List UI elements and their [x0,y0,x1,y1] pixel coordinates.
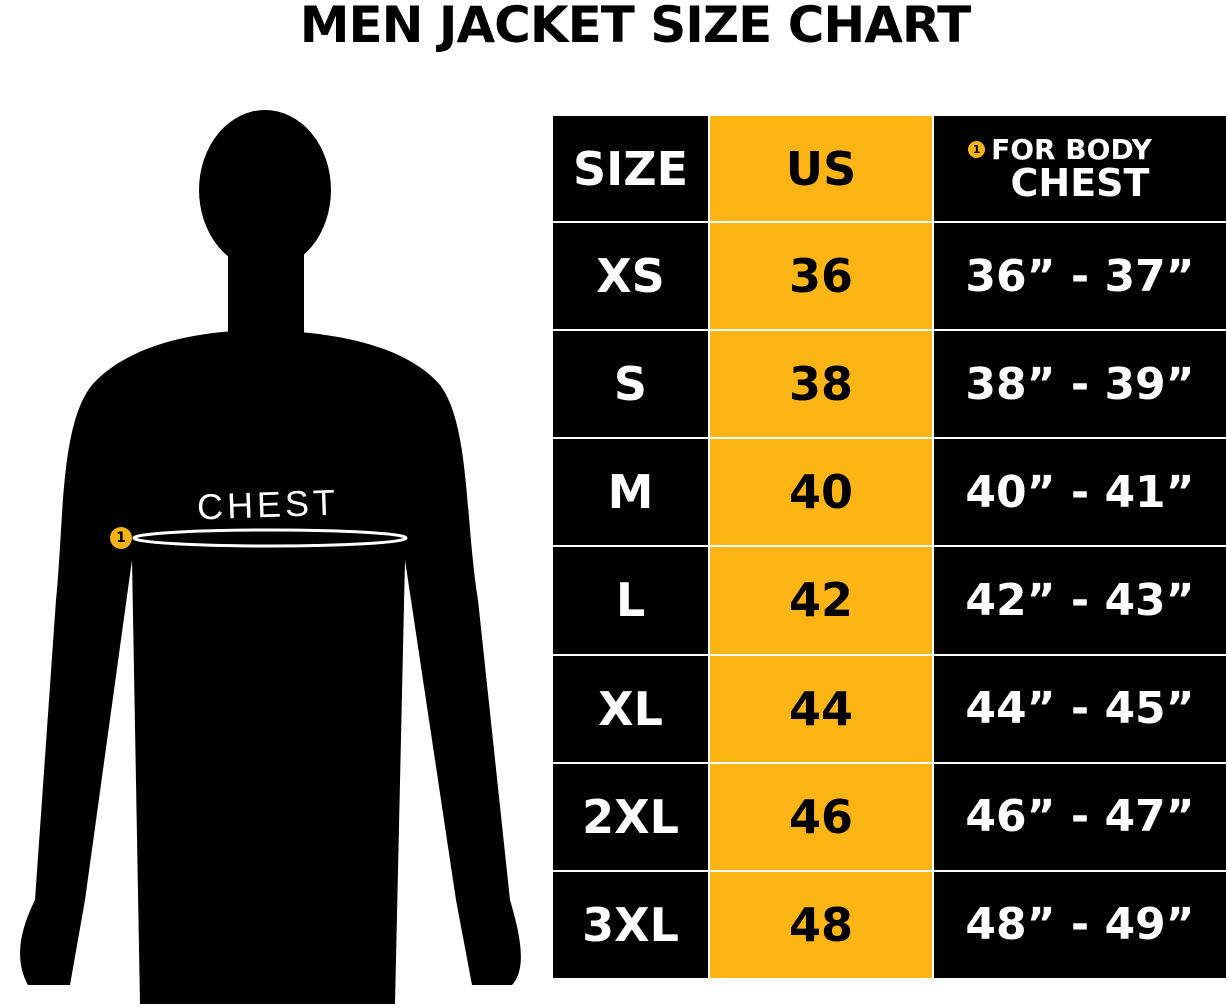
header-chest: 1 FOR BODY CHEST [934,116,1226,221]
cell-chest: 36” - 37” [934,223,1226,330]
cell-chest: 48” - 49” [934,871,1226,978]
page-title: MEN JACKET SIZE CHART [299,0,972,54]
cell-us: 42 [710,547,932,654]
chest-marker-badge: 1 [110,527,132,549]
cell-size: S [553,331,708,438]
cell-size: XL [553,655,708,762]
chest-marker-badge: 1 [968,141,986,158]
cell-size: 2XL [553,763,708,870]
header-size: SIZE [553,116,708,221]
body-silhouette: CHEST 1 [0,0,540,1004]
cell-chest: 46” - 47” [934,763,1226,870]
header-chest-line1: FOR BODY [991,132,1152,166]
cell-chest: 42” - 43” [934,547,1226,654]
header-chest-line2: CHEST [1010,160,1150,205]
cell-us: 38 [710,331,932,438]
cell-chest: 38” - 39” [934,331,1226,438]
cell-us: 40 [710,439,932,546]
chest-measure-line [132,528,408,548]
cell-size: M [553,439,708,546]
chest-label: CHEST [196,481,340,528]
cell-us: 44 [710,655,932,762]
cell-size: L [553,547,708,654]
cell-chest: 44” - 45” [934,655,1226,762]
cell-us: 48 [710,871,932,978]
header-us: US [710,116,932,221]
size-table: SIZE US 1 FOR BODY CHEST XS 36 36” - 37” S 38… [553,116,1226,978]
cell-size: XS [553,223,708,330]
cell-us: 46 [710,763,932,870]
cell-size: 3XL [553,871,708,978]
cell-us: 36 [710,223,932,330]
cell-chest: 40” - 41” [934,439,1226,546]
silhouette-graphic [20,110,521,1004]
